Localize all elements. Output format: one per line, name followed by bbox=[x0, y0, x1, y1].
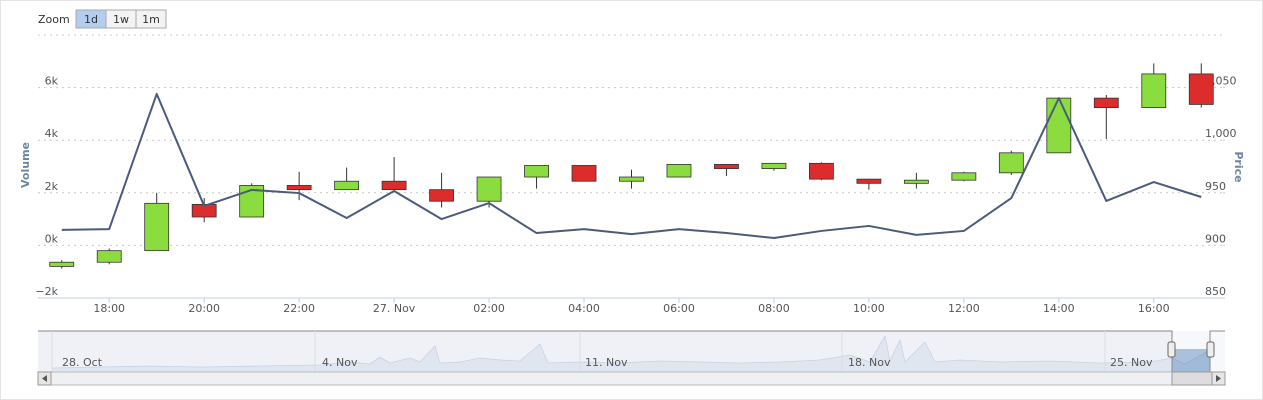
x-tick-label: 18:00 bbox=[93, 302, 125, 315]
candle-body bbox=[1093, 97, 1119, 108]
candle-body bbox=[476, 176, 502, 202]
navigator-handle[interactable] bbox=[1206, 341, 1215, 358]
navigator-handle[interactable] bbox=[1167, 341, 1176, 358]
candle-body bbox=[666, 163, 692, 178]
navigator-selection bbox=[1172, 349, 1210, 372]
candle-body bbox=[1141, 73, 1167, 108]
navigator-label: 18. Nov bbox=[848, 356, 891, 369]
navigator-labels: 28. Oct 4. Nov 11. Nov 18. Nov 25. Nov bbox=[62, 356, 1153, 369]
scrollbar bbox=[37, 371, 1226, 386]
range-button-label: 1m bbox=[142, 13, 160, 26]
candle-body bbox=[761, 162, 787, 170]
candle-body bbox=[809, 162, 834, 180]
candle-body bbox=[714, 163, 739, 170]
volume-line bbox=[61, 92, 1202, 240]
candle-body bbox=[1046, 97, 1072, 154]
y2-tick-label: 900 bbox=[1205, 232, 1226, 245]
x-tick-label: 16:00 bbox=[1138, 302, 1170, 315]
y2-axis-title: Price bbox=[1232, 151, 1245, 182]
arrow bbox=[42, 375, 47, 382]
navigator-label: 28. Oct bbox=[62, 356, 103, 369]
arrow bbox=[1216, 375, 1221, 382]
candle-body bbox=[1188, 73, 1214, 105]
x-tick-label: 14:00 bbox=[1043, 302, 1075, 315]
navigator-label: 4. Nov bbox=[322, 356, 358, 369]
range-button[interactable] bbox=[135, 9, 167, 29]
scrollbar-thumb[interactable] bbox=[1171, 371, 1213, 386]
navigator-series bbox=[51, 334, 1211, 373]
range-buttons: 1d 1w 1m bbox=[75, 9, 167, 29]
candle-body bbox=[429, 189, 454, 202]
candle-body bbox=[524, 165, 549, 178]
x-tick-label: 04:00 bbox=[568, 302, 600, 315]
x-tick-label: 06:00 bbox=[663, 302, 695, 315]
candle-body bbox=[286, 185, 312, 191]
y-tick-label: 0k bbox=[45, 232, 59, 245]
candle-body bbox=[571, 165, 597, 182]
y-tick-label: 6k bbox=[45, 75, 59, 88]
candle-body bbox=[903, 179, 929, 184]
x-tick-label: 08:00 bbox=[758, 302, 790, 315]
navigator-label: 25. Nov bbox=[1110, 356, 1153, 369]
x-tick-label: 27. Nov bbox=[373, 302, 416, 315]
x-tick-label: 02:00 bbox=[473, 302, 505, 315]
candle-body bbox=[619, 176, 644, 182]
candle-body bbox=[998, 152, 1024, 174]
navigator-label: 11. Nov bbox=[585, 356, 628, 369]
navigator-outline bbox=[38, 330, 1225, 372]
candle-body bbox=[49, 261, 75, 267]
y-tick-label: 2k bbox=[45, 180, 59, 193]
range-button-label: 1d bbox=[84, 13, 98, 26]
navigator-mask bbox=[38, 331, 1172, 372]
y2-tick-label: 950 bbox=[1205, 180, 1226, 193]
y-tick-label: −2k bbox=[35, 285, 58, 298]
range-button-label: 1w bbox=[113, 13, 129, 26]
candle-body bbox=[144, 202, 170, 252]
y2-tick-label: 1,000 bbox=[1205, 127, 1237, 140]
candle-body bbox=[334, 180, 360, 191]
y2-tick-label: 850 bbox=[1205, 285, 1226, 298]
candle-body bbox=[96, 250, 122, 263]
x-tick-label: 20:00 bbox=[188, 302, 220, 315]
x-tick-label: 10:00 bbox=[853, 302, 885, 315]
y-axis-title: Volume bbox=[19, 142, 32, 188]
y-tick-label: 4k bbox=[45, 127, 59, 140]
zoom-label: Zoom bbox=[38, 13, 70, 26]
candle-body bbox=[951, 172, 977, 181]
candle-body bbox=[856, 178, 882, 184]
candle-body bbox=[381, 180, 407, 191]
x-tick-label: 12:00 bbox=[948, 302, 980, 315]
x-tick-label: 22:00 bbox=[283, 302, 315, 315]
